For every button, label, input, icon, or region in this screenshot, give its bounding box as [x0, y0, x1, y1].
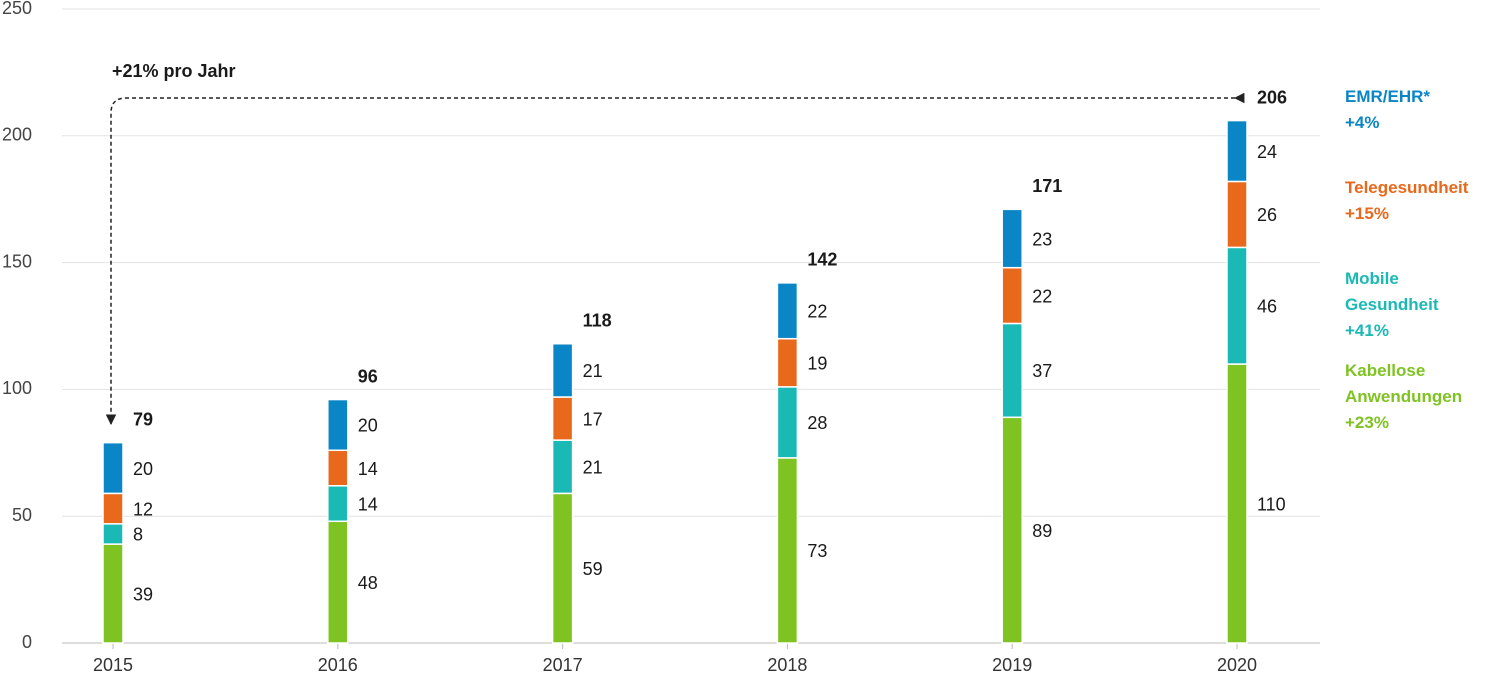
x-tick-label: 2017 [543, 655, 583, 675]
total-label: 79 [133, 409, 153, 429]
bar-segment [776, 337, 799, 388]
legend-growth: +41% [1345, 321, 1389, 340]
y-tick-label: 150 [2, 251, 32, 271]
bar-segment [776, 282, 799, 340]
bar-segment [551, 492, 574, 644]
value-label: 14 [358, 459, 378, 479]
value-label: 22 [807, 302, 827, 322]
x-tick-label: 2019 [992, 655, 1032, 675]
bar-segment [1001, 322, 1023, 419]
bar-segment [102, 492, 124, 525]
value-label: 20 [358, 416, 378, 436]
value-label: 37 [1032, 361, 1052, 381]
value-label: 17 [583, 409, 603, 429]
total-label: 96 [358, 366, 378, 386]
bar-segment [327, 398, 349, 452]
value-label: 14 [358, 494, 378, 514]
bar-segment [551, 396, 574, 441]
bar-segment [551, 439, 574, 495]
x-tick-label: 2016 [318, 655, 358, 675]
value-label: 19 [807, 354, 827, 374]
legend-growth: +23% [1345, 413, 1389, 432]
y-tick-label: 50 [12, 505, 32, 525]
bar-segment [327, 520, 349, 644]
legend-growth: +15% [1345, 204, 1389, 223]
value-label: 26 [1257, 205, 1277, 225]
y-tick-label: 100 [2, 378, 32, 398]
value-label: 73 [807, 541, 827, 561]
bar-segment [327, 485, 349, 523]
bar-segment [327, 449, 349, 487]
legend-entry: Telegesundheit +15% [1345, 175, 1495, 227]
x-tick-label: 2020 [1217, 655, 1257, 675]
legend-label: Kabellose Anwendungen [1345, 361, 1463, 406]
value-label: 110 [1257, 494, 1286, 514]
value-label: 21 [583, 361, 603, 381]
legend-entry: Kabellose Anwendungen +23% [1345, 358, 1495, 436]
bar-segment [102, 523, 124, 545]
bar-segment [1001, 266, 1023, 325]
value-label: 20 [133, 459, 153, 479]
value-label: 12 [133, 499, 153, 519]
total-label: 142 [807, 250, 837, 270]
annotation: +21% pro Jahr [112, 61, 236, 81]
bar-segment [776, 457, 799, 644]
value-label: 59 [583, 559, 603, 579]
bar-segment [551, 343, 574, 398]
legend-label: EMR/EHR* [1345, 87, 1431, 106]
bar-segment [1226, 246, 1248, 365]
bar-segment [1226, 180, 1248, 249]
bar-segment [102, 441, 124, 495]
value-label: 21 [583, 457, 603, 477]
legend-label: Telegesundheit [1345, 178, 1469, 197]
value-label: 28 [807, 413, 827, 433]
value-label: 39 [133, 584, 153, 604]
value-label: 24 [1257, 142, 1277, 162]
legend-entry: Mobile Gesundheit +41% [1345, 266, 1495, 344]
bar-segment [1226, 363, 1248, 644]
y-tick-label: 200 [2, 125, 32, 145]
total-label: 171 [1032, 176, 1062, 196]
value-label: 89 [1032, 521, 1052, 541]
legend-label: Mobile Gesundheit [1345, 269, 1439, 314]
bar-segment [776, 386, 799, 459]
total-label: 206 [1257, 87, 1287, 107]
value-label: 46 [1257, 296, 1277, 316]
value-label: 48 [358, 573, 378, 593]
bar-segment [1001, 416, 1023, 644]
total-label: 118 [583, 311, 612, 331]
legend-entry: EMR/EHR* +4% [1345, 84, 1495, 136]
x-tick-label: 2015 [93, 655, 133, 675]
value-label: 8 [133, 525, 143, 545]
bar-segment [1001, 208, 1023, 269]
growth-arrow [105, 92, 1245, 426]
bar-segment [1226, 119, 1248, 183]
value-label: 23 [1032, 229, 1052, 249]
x-tick-label: 2018 [767, 655, 807, 675]
y-tick-label: 250 [2, 0, 32, 18]
value-label: 22 [1032, 286, 1052, 306]
legend-growth: +4% [1345, 113, 1380, 132]
bar-segment [102, 543, 124, 644]
y-tick-label: 0 [22, 632, 32, 652]
